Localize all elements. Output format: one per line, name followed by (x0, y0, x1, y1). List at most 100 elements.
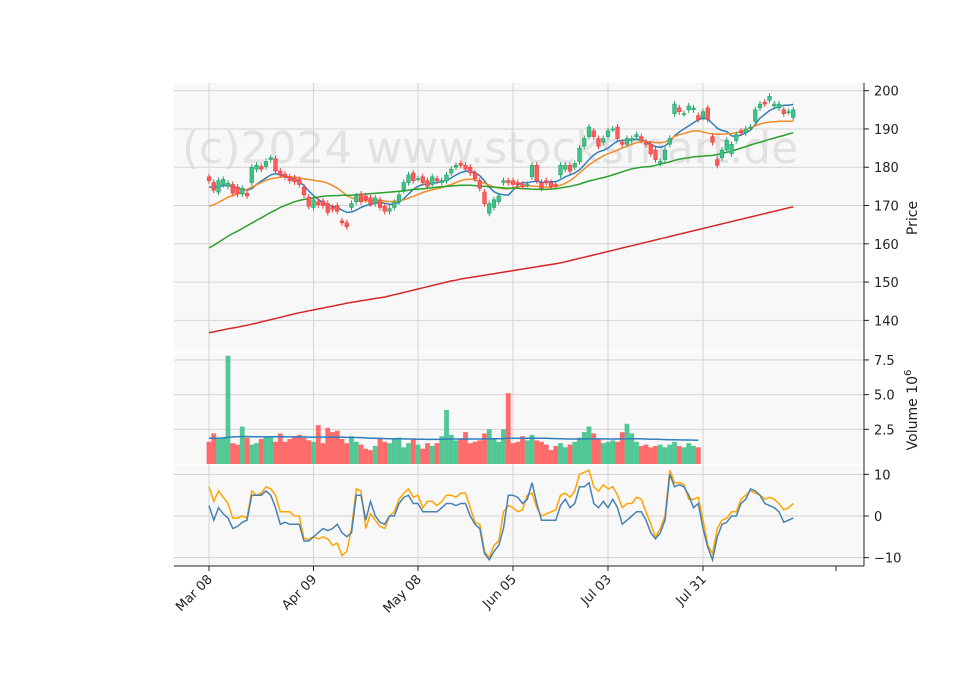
candle-body (553, 184, 558, 187)
candle-body (719, 149, 725, 158)
candle-body (387, 208, 392, 212)
volume-bar (491, 439, 497, 464)
volume-bar (501, 429, 506, 464)
candle-body (776, 103, 782, 109)
candle-body (392, 202, 397, 208)
candle-body (525, 184, 530, 186)
candle-body (301, 186, 307, 196)
candle-body (572, 163, 577, 168)
volume-bar (486, 429, 492, 464)
osc-ytick-label: 10 (874, 468, 891, 483)
volume-bar (672, 441, 677, 464)
candle-body (406, 174, 411, 183)
volume-bar (320, 443, 326, 464)
candle-body (762, 101, 767, 105)
volume-bar (657, 444, 663, 464)
volume-bar (434, 443, 440, 464)
volume-bar (653, 445, 658, 464)
volume-bar (425, 443, 430, 464)
volume-bar (586, 426, 592, 464)
candle-body (748, 126, 753, 129)
volume-bar (572, 441, 578, 464)
volume-bar (605, 441, 611, 464)
volume-bar (648, 447, 654, 464)
candle-body (700, 111, 706, 118)
volume-bar (681, 447, 687, 464)
volume-axis-label-text: Volume 10 (905, 376, 921, 450)
candle-body (320, 200, 326, 206)
candle-body (335, 205, 340, 212)
candle-body (292, 177, 297, 183)
candle-body (439, 180, 444, 183)
volume-bar (225, 355, 231, 464)
volume-bar (553, 445, 559, 464)
volume-bar (515, 441, 521, 464)
candle-body (620, 142, 625, 145)
osc_fast-line (208, 474, 794, 563)
price-ytick-label: 150 (874, 276, 899, 291)
volume-bar (467, 443, 473, 464)
volume-bar (448, 434, 454, 464)
candle-body (662, 149, 668, 160)
candle-body (624, 138, 630, 145)
candle-body (767, 96, 772, 101)
volume-bar (296, 434, 302, 464)
volume-bar (358, 444, 364, 464)
osc-ytick-label: 0 (874, 510, 882, 525)
candle-body (491, 199, 497, 208)
oscillator-lines (208, 469, 794, 563)
candle-body (349, 203, 354, 208)
volume-bar (510, 443, 516, 464)
volume-bar (577, 437, 582, 464)
volume-bar (277, 433, 283, 464)
volume-bar (439, 436, 445, 464)
volume-bar (306, 440, 312, 464)
candle-body (358, 193, 364, 202)
volume-bar (610, 440, 616, 464)
candle-body (401, 182, 406, 191)
volume-bar (458, 439, 464, 464)
candle-body (235, 186, 240, 195)
candle-body (377, 199, 383, 208)
candle-body (501, 180, 506, 183)
grid-lines (174, 83, 864, 566)
candle-body (791, 109, 796, 118)
candle-body (634, 134, 639, 137)
candle-body (216, 180, 221, 193)
volume-average-line (209, 435, 699, 442)
volume-bar (558, 443, 563, 464)
volume-axis-exponent: 6 (903, 370, 914, 376)
candle-body (382, 205, 387, 212)
volume-bar (206, 441, 212, 464)
candle-body (330, 207, 335, 210)
candle-body (615, 126, 620, 139)
volume-bar (301, 437, 307, 464)
volume-bar (406, 443, 411, 464)
volume-bar (249, 444, 255, 464)
candle-body (206, 176, 212, 181)
volume-bar (410, 439, 416, 464)
candle-body (729, 143, 734, 155)
ma_long-line (208, 132, 794, 249)
x-tick-label: Jul 03 (578, 572, 615, 609)
volume-bar (287, 439, 293, 464)
candle-body (287, 176, 292, 181)
volume-bar (600, 443, 606, 464)
x-tick-label: Apr 09 (279, 572, 320, 613)
candle-body (225, 183, 231, 187)
volume-bar (420, 448, 426, 464)
candle-body (477, 180, 482, 189)
volume-bar (629, 433, 635, 464)
candle-body (691, 107, 696, 111)
volume-bars (206, 355, 701, 464)
volume-bar (534, 440, 540, 464)
candle-body (520, 184, 525, 187)
volume-bar (216, 439, 221, 464)
volume-ytick-label: 7.5 (874, 354, 895, 369)
volume-bar (482, 433, 487, 464)
volume-bar (444, 409, 449, 464)
volume-bar (353, 441, 359, 464)
volume-bar (676, 445, 682, 464)
volume-bar (581, 432, 587, 464)
candle-body (672, 103, 677, 114)
